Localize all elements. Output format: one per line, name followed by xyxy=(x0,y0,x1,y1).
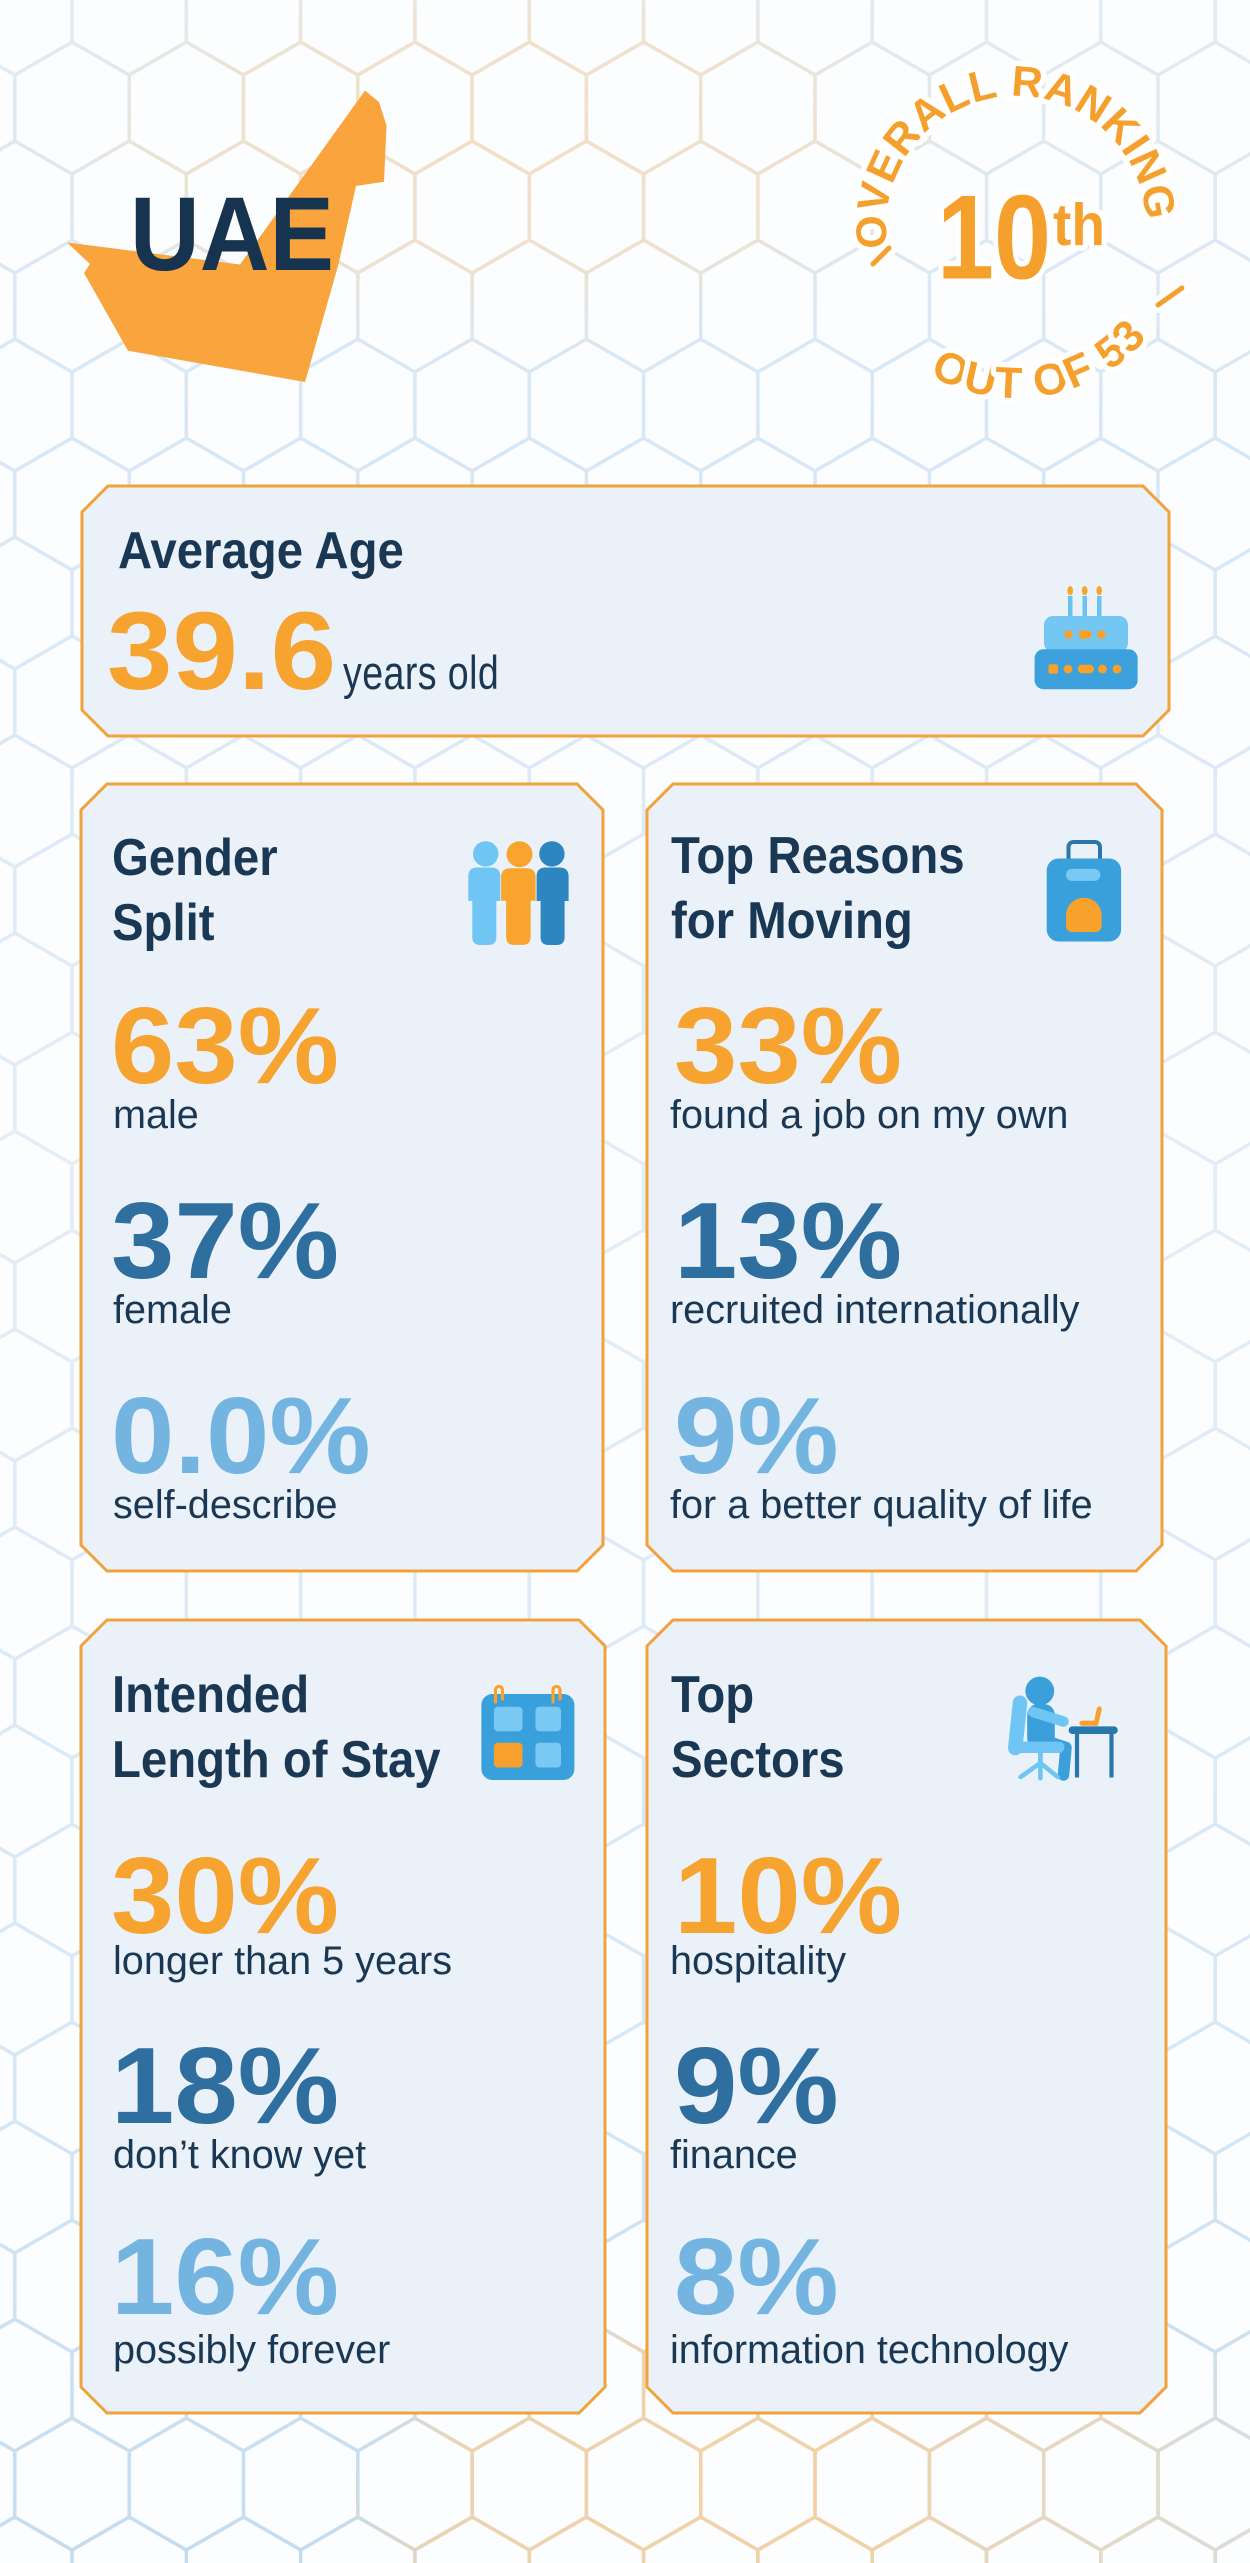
svg-text:th: th xyxy=(1053,192,1105,258)
svg-text:10: 10 xyxy=(937,171,1051,305)
